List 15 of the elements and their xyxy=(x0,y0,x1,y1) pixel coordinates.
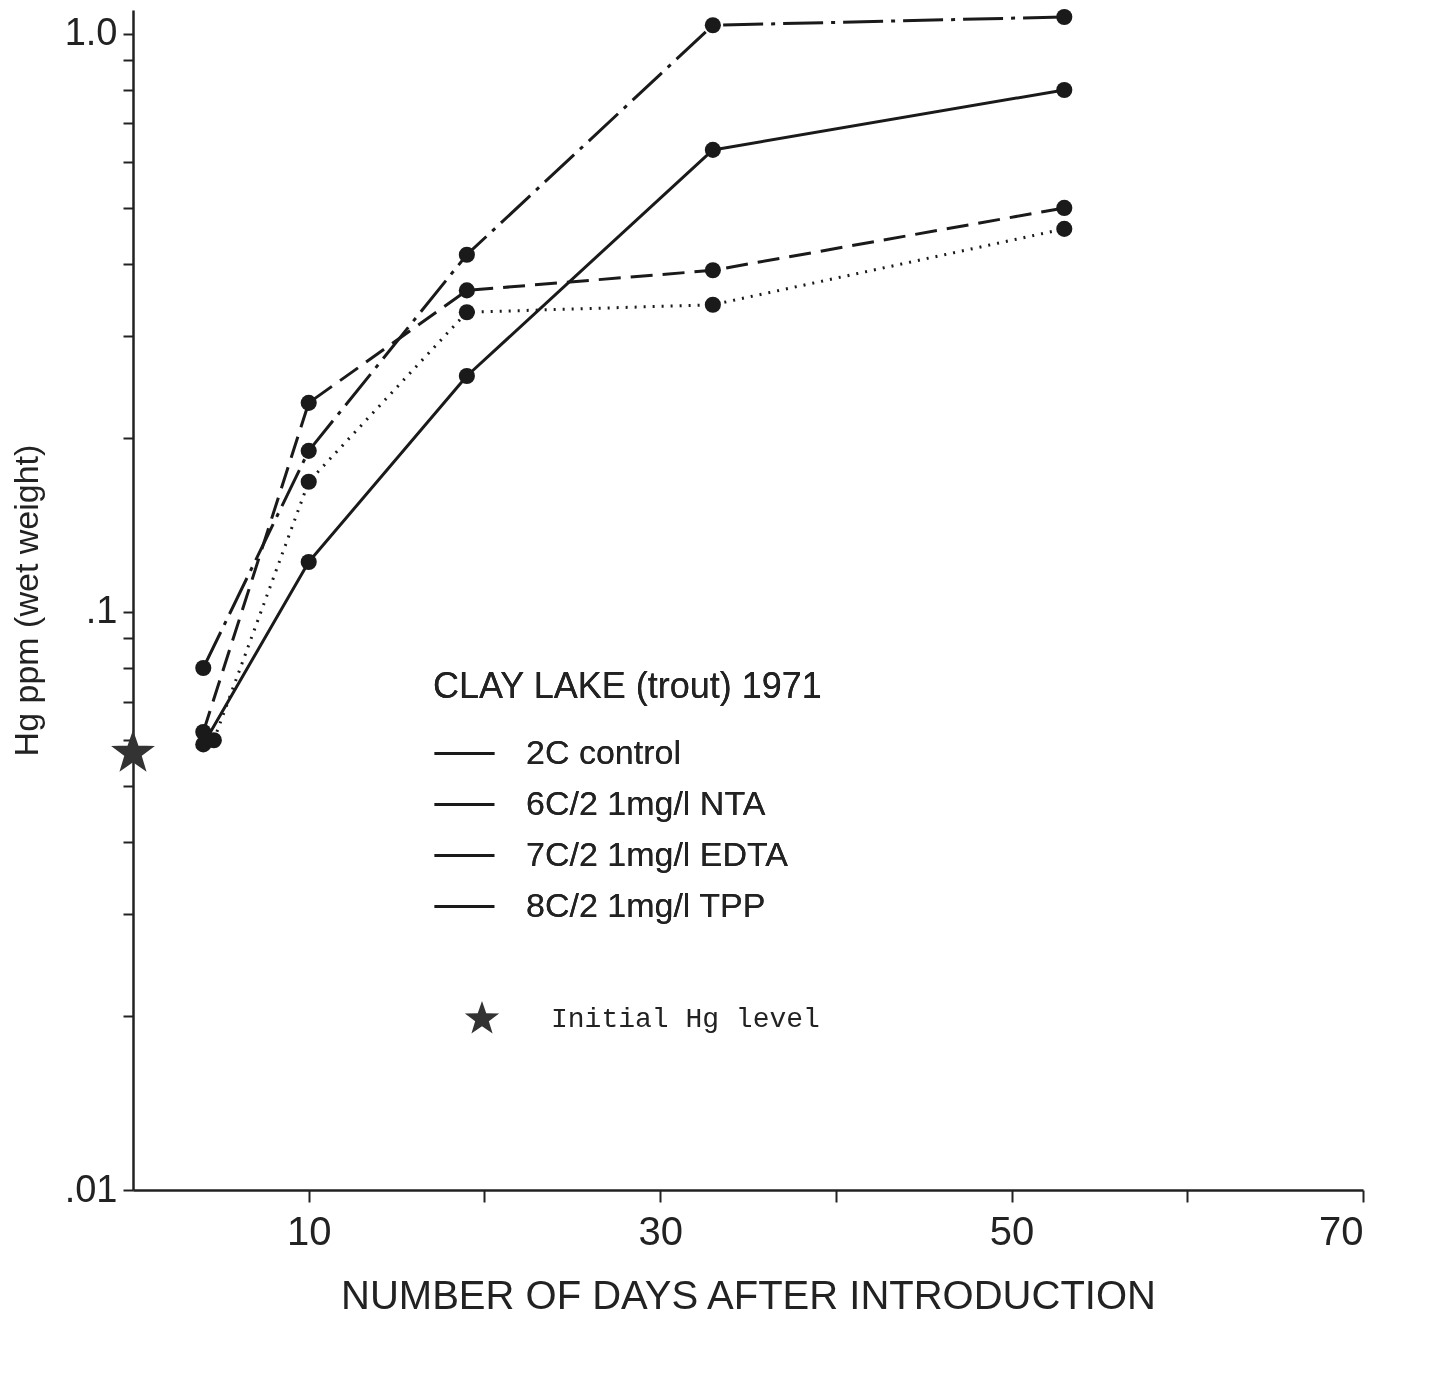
x-axis-title: NUMBER OF DAYS AFTER INTRODUCTION xyxy=(341,1272,1156,1317)
legend-label: 8C/2 1mg/l TPP xyxy=(526,885,766,924)
legend-label: Initial Hg level xyxy=(551,1004,820,1035)
x-tick-label: 30 xyxy=(638,1208,683,1253)
legend-title: CLAY LAKE (trout) 1971 xyxy=(433,665,822,706)
y-tick-label: 1.0 xyxy=(64,11,118,54)
x-tick-label: 10 xyxy=(286,1208,332,1253)
legend-label: 7C/2 1mg/l EDTA xyxy=(526,834,789,873)
legend-label: 2C control xyxy=(526,732,681,771)
y-tick-label: .01 xyxy=(64,1167,118,1210)
y-axis-title: Hg ppm (wet weight) xyxy=(6,444,45,757)
y-tick-label: .1 xyxy=(85,589,118,632)
x-tick-label: 50 xyxy=(989,1208,1035,1253)
x-tick-label: 70 xyxy=(1319,1208,1364,1253)
legend-label: 6C/2 1mg/l NTA xyxy=(526,783,766,822)
